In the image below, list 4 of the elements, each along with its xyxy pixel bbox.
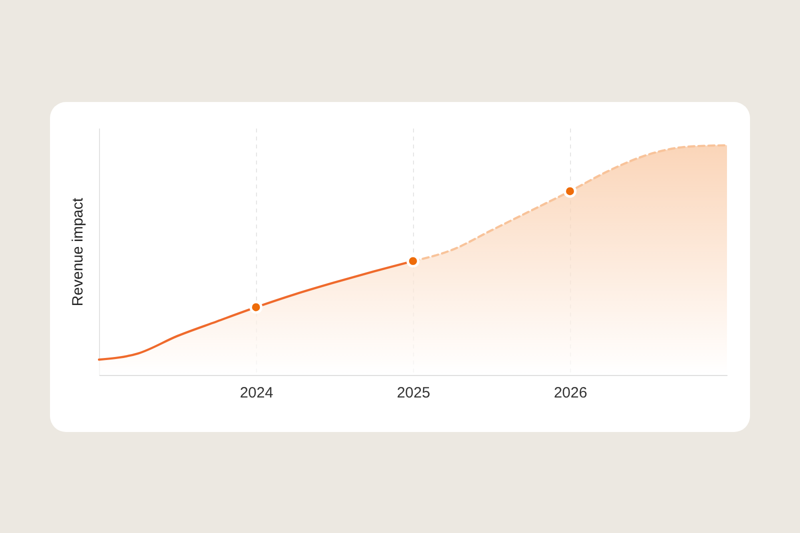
x-tick-label: 2025 [396, 384, 430, 402]
x-tick-label: 2024 [240, 384, 274, 402]
x-tick-label: 2026 [554, 384, 588, 402]
y-axis-title: Revenue impact [70, 196, 86, 306]
